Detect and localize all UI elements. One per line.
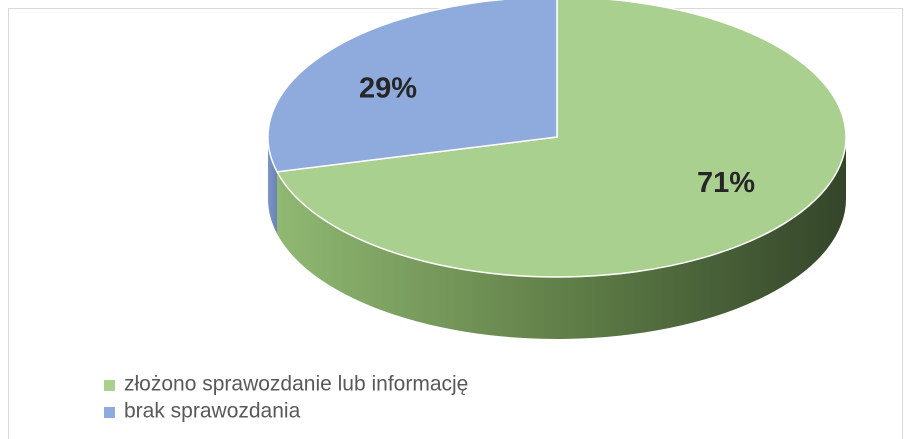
pie-side bbox=[277, 137, 846, 340]
pie-slice bbox=[275, 0, 847, 278]
legend-label: złożono sprawozdanie lub informację bbox=[124, 373, 468, 396]
legend-swatch bbox=[104, 380, 115, 391]
pie-side bbox=[268, 137, 278, 234]
data-label: 29% bbox=[359, 72, 417, 104]
data-label: 71% bbox=[697, 167, 755, 199]
legend-label: brak sprawozdania bbox=[124, 400, 301, 423]
legend-swatch bbox=[104, 407, 115, 418]
pie-slice bbox=[267, 0, 558, 173]
